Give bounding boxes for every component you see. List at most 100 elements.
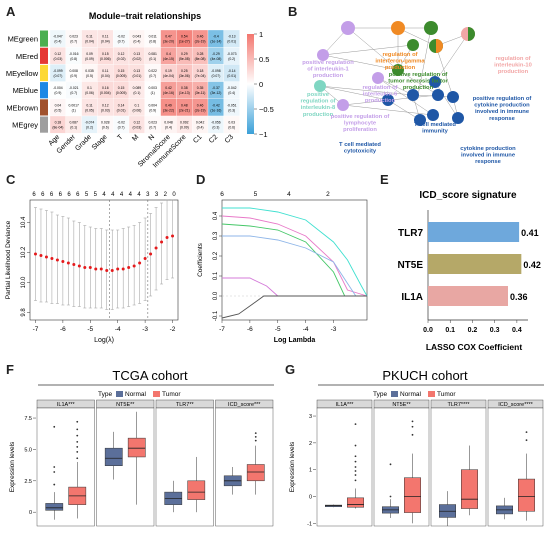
deviance-point bbox=[39, 254, 43, 257]
heatmap-cell-pvalue: (2e-19) bbox=[195, 40, 206, 44]
heatmap-cell-pvalue: (3e-11) bbox=[195, 91, 206, 95]
heatmap-cell-value: 0.003 bbox=[148, 86, 157, 90]
heatmap-cell-value: 0.12 bbox=[102, 103, 109, 107]
outlier-point bbox=[76, 451, 79, 453]
heatmap-cell-value: -0.051 bbox=[227, 103, 237, 107]
network-term-label: positive regulation of interleukin-1 produ… bbox=[302, 60, 354, 79]
heatmap-cell-pvalue: (0.8) bbox=[149, 40, 156, 44]
bar-category-label: TLR7 bbox=[398, 228, 423, 239]
heatmap-cell-value: 0.008 bbox=[69, 69, 78, 73]
y-tick-label: 0 bbox=[309, 495, 312, 501]
panel-letter-f: F bbox=[6, 362, 14, 377]
heatmap-cell-value: -0.056 bbox=[211, 121, 221, 125]
heatmap-cell bbox=[49, 64, 66, 82]
heatmap-cell bbox=[176, 64, 193, 82]
deviance-point bbox=[143, 257, 147, 260]
heatmap-cell-pvalue: (4e-16) bbox=[163, 91, 174, 95]
heatmap-cell-value: -0.13 bbox=[228, 35, 236, 39]
heatmap-cell-pvalue: (0.5) bbox=[54, 108, 61, 112]
legend-key-tumor bbox=[428, 391, 435, 397]
outlier-point bbox=[354, 470, 357, 472]
network-term-label: T cell mediated immunity bbox=[414, 122, 456, 135]
heatmap-cell-value: 0.35 bbox=[197, 86, 204, 90]
node-purple-low bbox=[337, 99, 349, 111]
heatmap-cell-value: 0.023 bbox=[148, 121, 157, 125]
deviance-point bbox=[72, 263, 76, 266]
panel-letter-c: C bbox=[6, 172, 16, 187]
x-tick-label: 0.4 bbox=[512, 327, 522, 334]
heatmap-cell-value: 0.11 bbox=[86, 103, 92, 107]
heatmap-cell-value: 0.089 bbox=[133, 86, 142, 90]
heatmap-cell-value: 0.11 bbox=[102, 69, 108, 73]
heatmap-cell-pvalue: (0.02) bbox=[117, 57, 126, 61]
heatmap-cell-pvalue: (0.4) bbox=[228, 91, 235, 95]
heatmap-title: Module−trait relationships bbox=[89, 11, 201, 21]
top-tick-label: 2 bbox=[326, 191, 330, 198]
heatmap-cell-pvalue: (1e-27) bbox=[179, 40, 190, 44]
top-tick-label: 3 bbox=[155, 192, 159, 198]
heatmap-cell-pvalue: (0.04) bbox=[101, 40, 110, 44]
heatmap-cell-value: 0.54 bbox=[181, 35, 188, 39]
tcga-boxplot: TCGA cohort Type Normal Tumor 0 2.5 5.0 7.5 Expr… bbox=[9, 368, 274, 527]
heatmap-cell-pvalue: (0.1) bbox=[149, 57, 156, 61]
deviance-point bbox=[50, 257, 54, 260]
deviance-point bbox=[138, 261, 142, 265]
network-term-label: positive regulation of tumor necrosis fac… bbox=[388, 72, 448, 91]
heatmap-cell-value: -0.14 bbox=[228, 69, 236, 73]
heatmap-cell-pvalue: (0.7) bbox=[118, 126, 125, 130]
heatmap-cell-pvalue: (3e-12) bbox=[210, 91, 221, 95]
heatmap-cell-pvalue: (0.4) bbox=[133, 40, 140, 44]
heatmap-cell-pvalue: (4e-04) bbox=[163, 74, 174, 78]
x-tick-label: -6 bbox=[60, 326, 66, 333]
heatmap-cell-value: 0.13 bbox=[134, 69, 141, 73]
outlier-point bbox=[354, 444, 357, 447]
heatmap-cell-pvalue: (4e-15) bbox=[163, 57, 174, 61]
y-tick-label: 9.8 bbox=[21, 308, 27, 317]
y-tick-label: 0.3 bbox=[213, 231, 219, 240]
box-tumor bbox=[127, 437, 146, 458]
y-tick-label: 10.0 bbox=[21, 276, 27, 288]
heatmap-cell-value: 0.028 bbox=[101, 121, 110, 125]
heatmap-cell-value: -0.098 bbox=[211, 69, 221, 73]
heatmap-cell-value: -0.074 bbox=[85, 121, 95, 125]
heatmap-cell-value: -0.021 bbox=[69, 86, 79, 90]
panel-letter-e: E bbox=[380, 172, 389, 187]
node-blue-8 bbox=[452, 112, 464, 124]
y-axis-label: Partial Likelihood Deviance bbox=[5, 220, 12, 299]
heatmap-cell-value: -0.042 bbox=[227, 86, 237, 90]
heatmap-cell-value: 0.4 bbox=[166, 52, 171, 56]
top-tick-label: 6 bbox=[67, 192, 71, 198]
heatmap-cell-value: 0.25 bbox=[181, 69, 188, 73]
deviance-point bbox=[165, 236, 169, 239]
node-teal-left bbox=[314, 80, 326, 92]
heatmap-cell-value: 0.12 bbox=[118, 52, 125, 56]
box-tumor bbox=[246, 464, 265, 482]
heatmap-cell-value: -0.42 bbox=[212, 103, 220, 107]
outlier-point bbox=[354, 474, 357, 476]
heatmap-cell-pvalue: (0.07) bbox=[211, 74, 220, 78]
outlier-point bbox=[389, 495, 392, 498]
outlier-point bbox=[354, 460, 357, 463]
heatmap-cell bbox=[207, 64, 224, 82]
node-purple-top bbox=[341, 21, 355, 35]
node-purple-left bbox=[317, 49, 329, 61]
heatmap-cell-value: 0.087 bbox=[69, 121, 78, 125]
x-tick-label: 0.1 bbox=[445, 327, 455, 334]
heatmap-cell bbox=[160, 64, 177, 82]
deviance-point bbox=[77, 264, 81, 268]
heatmap-row-label: MEred bbox=[16, 52, 38, 61]
outlier-point bbox=[525, 439, 528, 442]
cohort-title: PKUCH cohort bbox=[382, 368, 468, 383]
network-term-label: regulation of interferon-gamma production bbox=[375, 52, 425, 71]
outlier-point bbox=[53, 466, 56, 468]
legend-label-tumor: Tumor bbox=[162, 391, 181, 398]
top-tick-label: 4 bbox=[287, 191, 291, 198]
legend-key-normal bbox=[391, 391, 398, 397]
heatmap-cell-pvalue: (0.6) bbox=[102, 126, 109, 130]
deviance-point bbox=[88, 266, 92, 269]
top-tick-label: 6 bbox=[32, 192, 36, 198]
heatmap-cell-pvalue: (0.06) bbox=[132, 108, 141, 112]
x-axis-label: Log(λ) bbox=[94, 337, 114, 344]
heatmap-cell-value: 0.18 bbox=[197, 69, 204, 73]
heatmap-cell-pvalue: (0.9) bbox=[70, 74, 77, 78]
